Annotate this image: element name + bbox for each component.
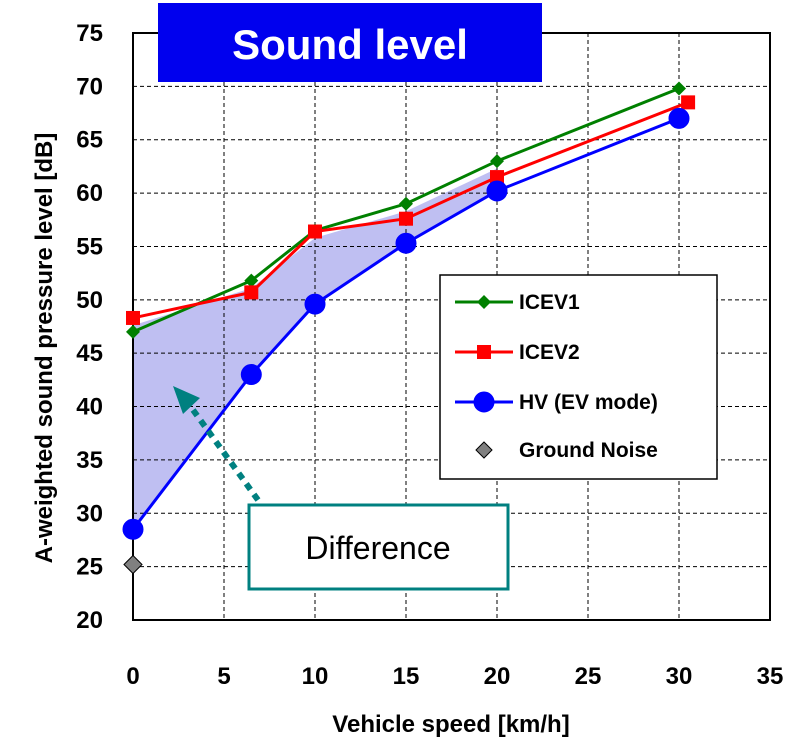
difference-box bbox=[247, 503, 510, 591]
legend-marker bbox=[473, 391, 495, 413]
legend-item: ICEV1 bbox=[455, 291, 580, 314]
legend-label: Ground Noise bbox=[519, 439, 658, 462]
y-tick-label: 55 bbox=[76, 233, 103, 260]
legend-marker bbox=[475, 441, 493, 459]
x-tick-label: 10 bbox=[302, 663, 329, 690]
data-point bbox=[490, 170, 504, 185]
legend-label: ICEV2 bbox=[519, 341, 580, 364]
y-tick-label: 50 bbox=[76, 287, 103, 314]
data-point bbox=[126, 324, 140, 339]
difference-arrowhead bbox=[173, 386, 200, 414]
data-point bbox=[244, 285, 259, 300]
title-box bbox=[158, 3, 542, 82]
y-tick-label: 60 bbox=[76, 180, 103, 207]
legend-marker bbox=[477, 295, 491, 309]
x-tick-label: 20 bbox=[484, 663, 511, 690]
difference-shading bbox=[133, 168, 497, 530]
y-tick-label: 35 bbox=[76, 447, 103, 474]
data-point bbox=[399, 211, 413, 226]
data-point bbox=[304, 293, 326, 315]
data-point bbox=[681, 95, 696, 110]
y-tick-label: 70 bbox=[76, 73, 103, 100]
x-tick-label: 0 bbox=[126, 663, 139, 690]
legend: ICEV1 ICEV2 HV (EV mode) Ground Noise bbox=[455, 291, 658, 462]
data-point bbox=[395, 232, 417, 254]
y-tick-label: 75 bbox=[76, 20, 103, 47]
legend-label: ICEV1 bbox=[519, 291, 580, 314]
series-layer bbox=[122, 81, 696, 575]
y-tick-label: 20 bbox=[76, 607, 103, 634]
data-point bbox=[122, 518, 144, 540]
x-tick-label: 15 bbox=[393, 663, 420, 690]
x-tick-labels: 0 5 10 15 20 25 30 35 bbox=[126, 663, 783, 690]
series-hv-ev-mode- bbox=[122, 107, 690, 540]
legend-label: HV (EV mode) bbox=[519, 391, 658, 414]
x-tick-label: 5 bbox=[217, 663, 230, 690]
y-tick-label: 45 bbox=[76, 340, 103, 367]
data-point bbox=[672, 81, 686, 96]
y-tick-label: 30 bbox=[76, 500, 103, 527]
series-ground-noise bbox=[123, 554, 143, 575]
data-point bbox=[123, 554, 143, 575]
y-axis-title: A-weighted sound pressure level [dB] bbox=[31, 133, 58, 564]
difference-arrow bbox=[180, 394, 261, 502]
difference-label: Difference bbox=[305, 530, 450, 566]
y-tick-label: 40 bbox=[76, 394, 103, 421]
data-point bbox=[126, 310, 140, 325]
x-axis-title: Vehicle speed [km/h] bbox=[332, 711, 569, 738]
legend-item: Ground Noise bbox=[475, 439, 658, 462]
data-point bbox=[490, 154, 504, 169]
series-line bbox=[131, 116, 680, 531]
chart-title: Sound level bbox=[232, 21, 468, 68]
legend-item: ICEV2 bbox=[455, 341, 580, 364]
series-icev2 bbox=[126, 95, 696, 325]
legend-item: HV (EV mode) bbox=[455, 391, 658, 414]
data-point bbox=[244, 273, 259, 288]
series-line bbox=[132, 87, 680, 334]
y-tick-label: 65 bbox=[76, 127, 103, 154]
series-line bbox=[132, 100, 689, 320]
data-point bbox=[486, 180, 508, 202]
data-point bbox=[668, 107, 690, 129]
y-tick-label: 25 bbox=[76, 554, 103, 581]
x-tick-label: 25 bbox=[575, 663, 602, 690]
data-point bbox=[308, 224, 322, 239]
x-tick-label: 35 bbox=[757, 663, 784, 690]
legend-marker bbox=[477, 345, 491, 359]
y-tick-labels: 20 25 30 35 40 45 50 55 60 65 70 75 bbox=[76, 20, 103, 634]
difference-band bbox=[133, 168, 497, 530]
data-point bbox=[399, 196, 413, 211]
data-point bbox=[240, 364, 262, 386]
x-tick-label: 30 bbox=[666, 663, 693, 690]
